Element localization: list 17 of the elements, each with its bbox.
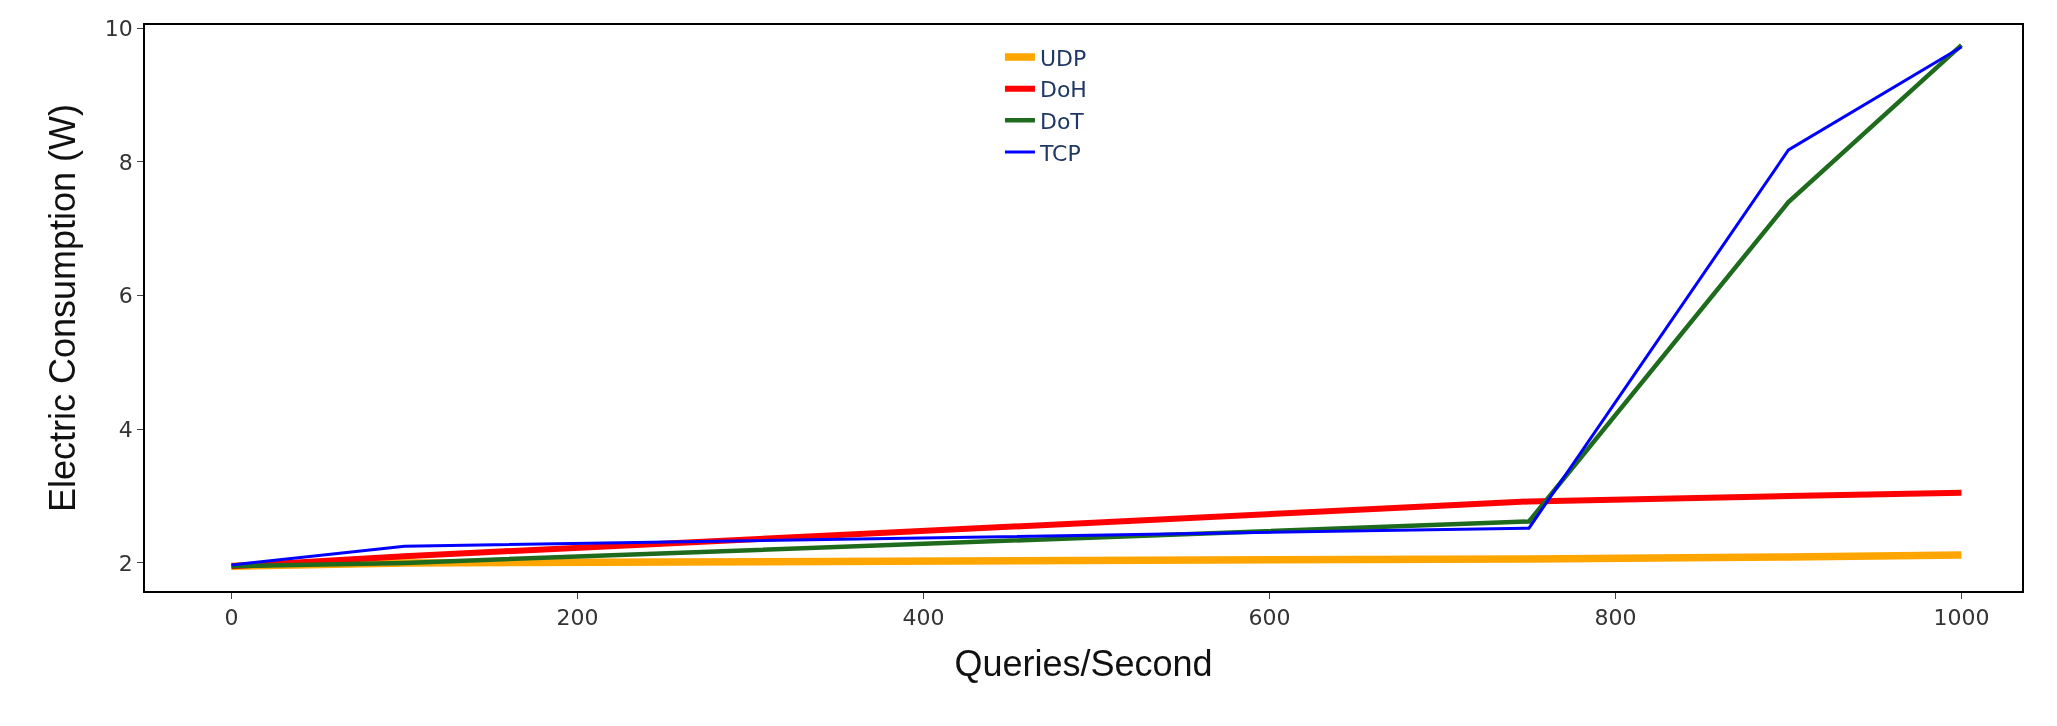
y-tick-label: 6 <box>118 283 133 309</box>
x-tick-label: 200 <box>556 605 599 631</box>
y-tick-label: 8 <box>118 149 133 175</box>
x-tick-label: 800 <box>1594 605 1637 631</box>
legend-label: UDP <box>1039 45 1087 71</box>
legend-label: DoT <box>1039 108 1085 134</box>
y-tick-label: 4 <box>118 416 133 442</box>
x-axis-title: Queries/Second <box>954 643 1213 685</box>
x-tick-label: 1000 <box>1933 605 1990 631</box>
legend-label: TCP <box>1038 140 1081 166</box>
x-tick-label: 0 <box>224 605 239 631</box>
y-axis-title: Electric Consumption (W) <box>42 103 84 513</box>
y-tick-label: 10 <box>104 16 133 42</box>
x-tick-label: 400 <box>902 605 945 631</box>
legend-label: DoH <box>1039 77 1087 103</box>
y-tick-label: 2 <box>118 550 133 576</box>
x-tick-label: 600 <box>1248 605 1291 631</box>
